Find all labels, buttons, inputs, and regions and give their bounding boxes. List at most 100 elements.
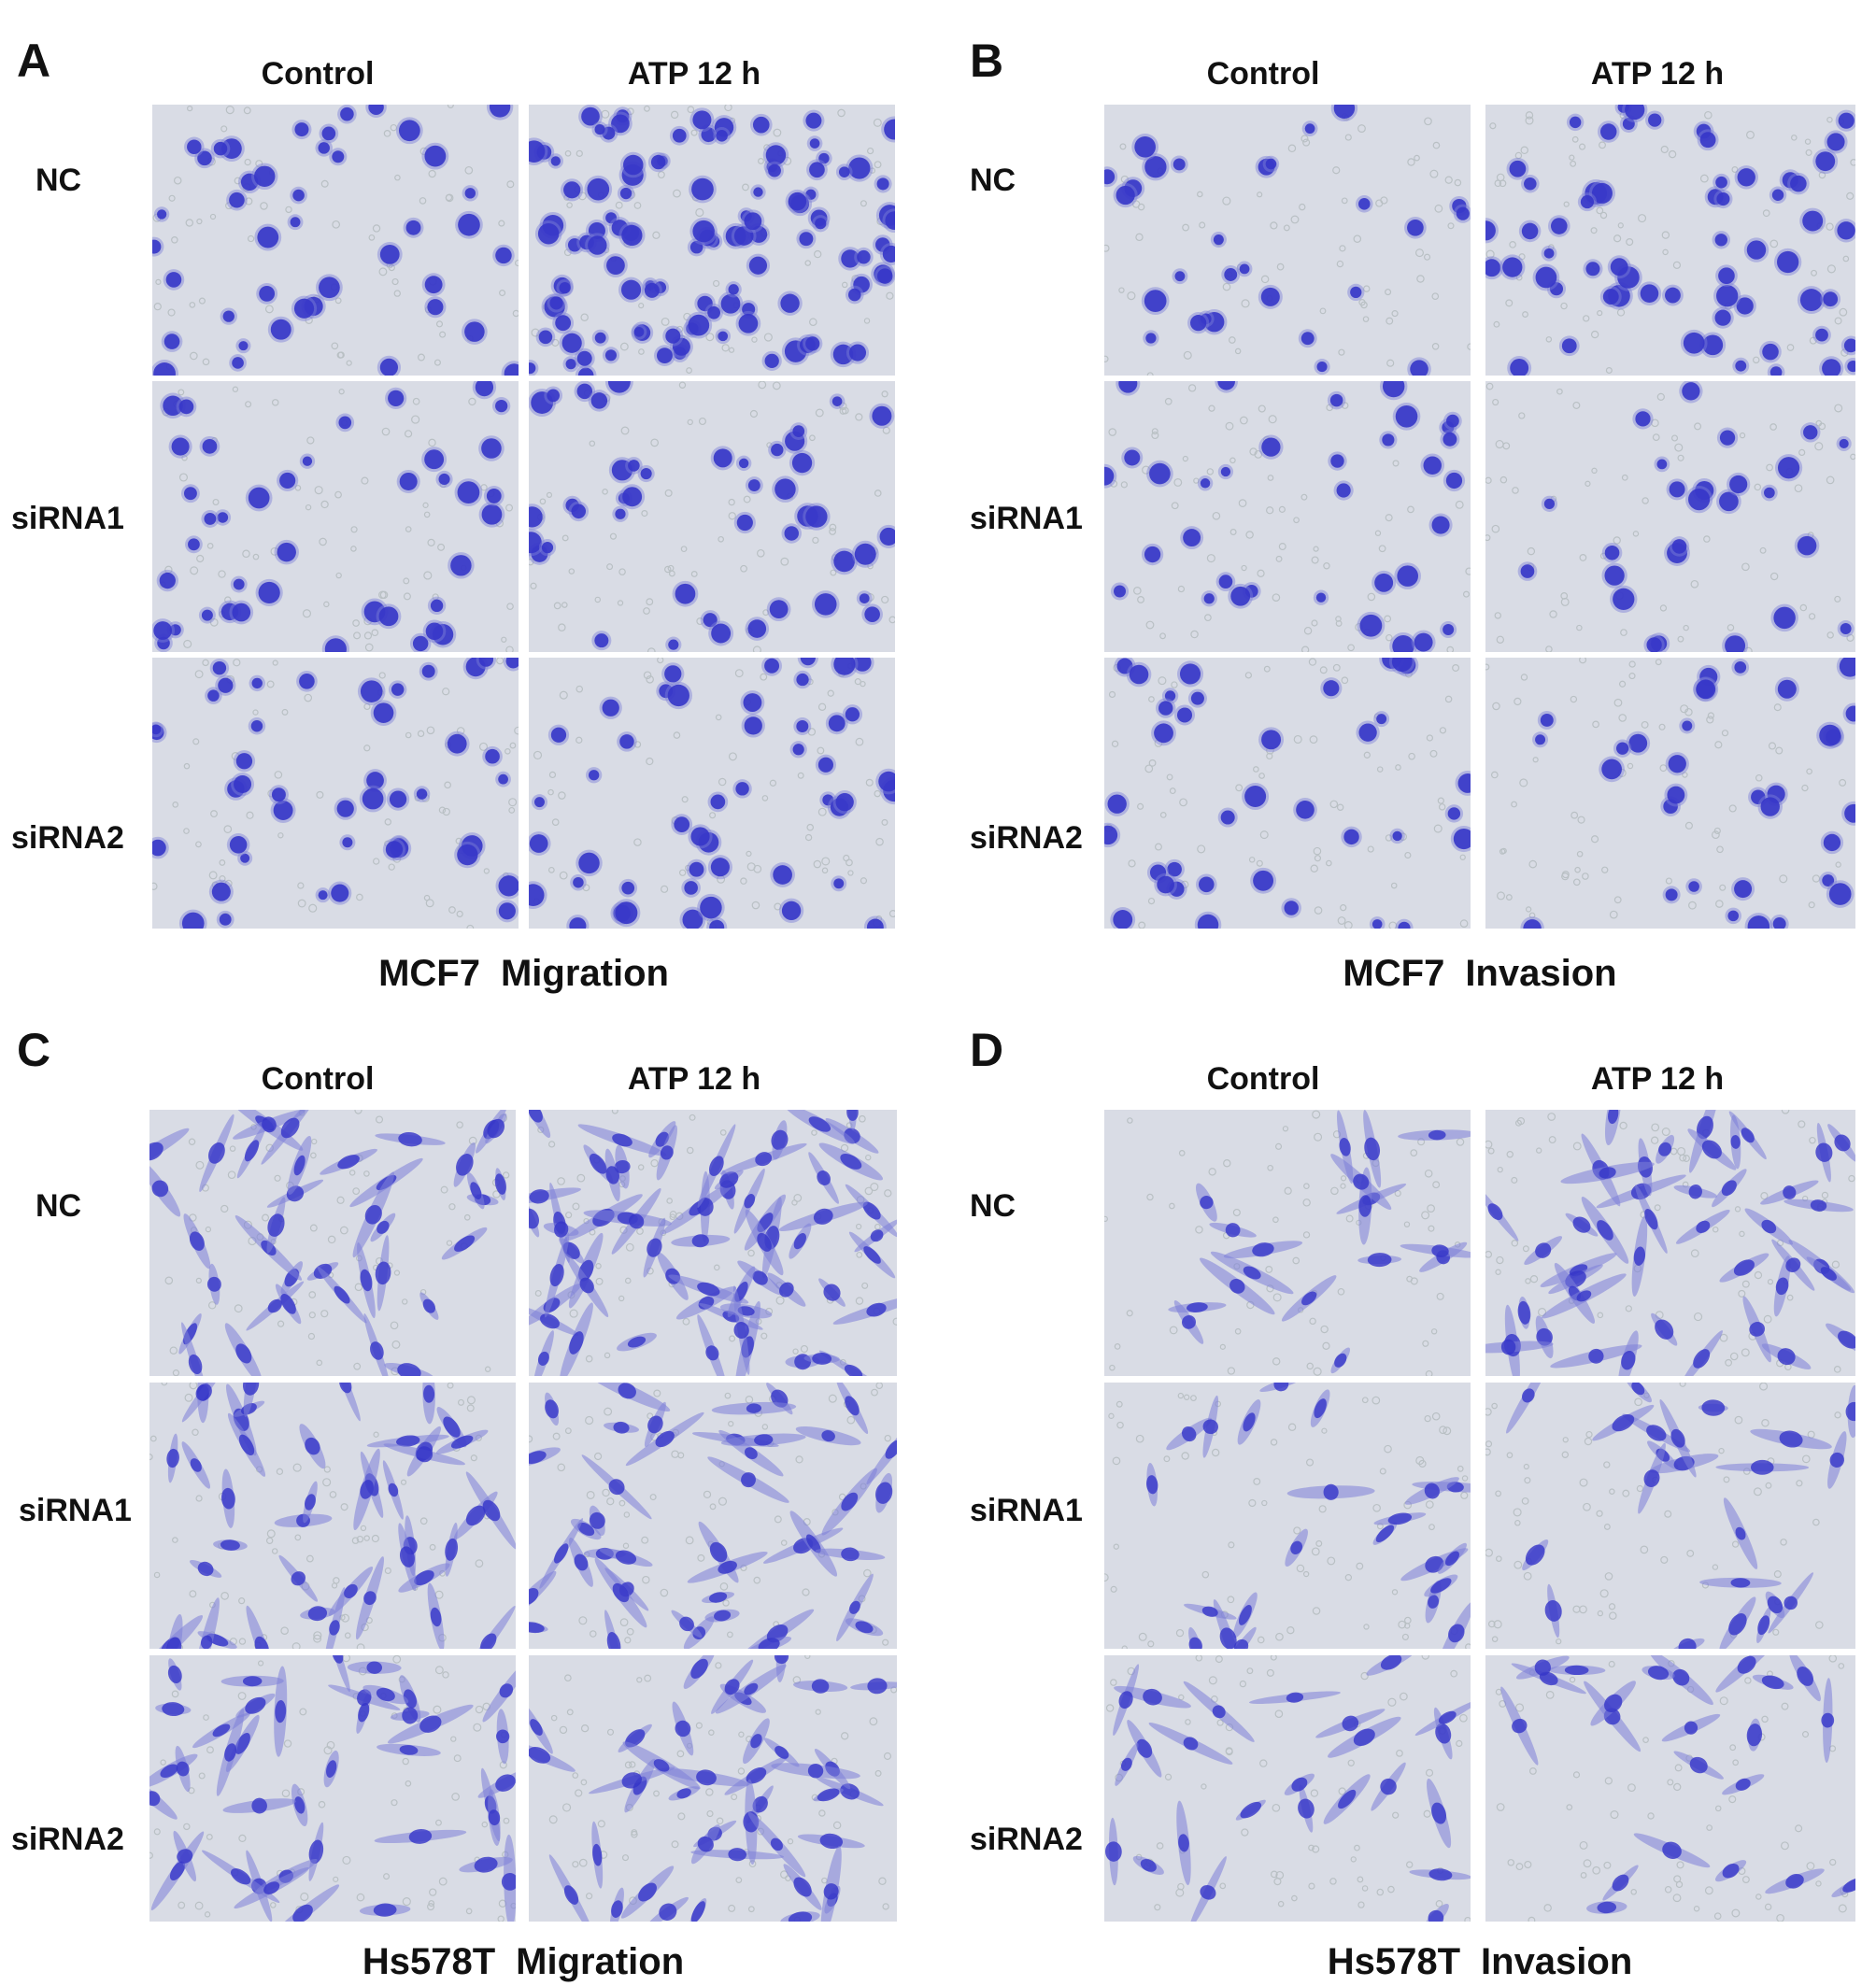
micrograph-sirna1-control	[1104, 381, 1471, 652]
row-label-sirna1: siRNA1	[970, 501, 1083, 536]
panel-caption: MCF7 Migration	[152, 955, 895, 992]
micrograph-nc-atp	[1485, 105, 1855, 376]
stained-cells	[1517, 381, 1855, 652]
micrograph-nc-control	[1104, 105, 1471, 376]
stained-cells	[529, 1655, 897, 1922]
panel-b: B Control ATP 12 h NC siRNA1 siRNA2 MCF7…	[942, 0, 1876, 993]
membrane-background	[1485, 381, 1855, 652]
membrane-pores	[1485, 658, 1847, 919]
membrane-background	[149, 1655, 516, 1922]
caption-cell-line: Hs578T	[1327, 1941, 1461, 1982]
row-label-nc: NC	[970, 163, 1016, 198]
stained-cells	[1105, 1655, 1471, 1922]
row-label-sirna1: siRNA1	[19, 1493, 132, 1528]
row-label-sirna2: siRNA2	[11, 820, 124, 856]
caption-assay: Migration	[500, 953, 669, 994]
membrane-tint	[1104, 105, 1471, 376]
micrograph-sirna1-control	[152, 381, 519, 652]
column-header-atp: ATP 12 h	[627, 56, 761, 92]
membrane-tint	[1485, 381, 1855, 652]
micrograph-sirna2-control	[1104, 1655, 1471, 1922]
stained-cells	[529, 105, 895, 376]
row-label-nc: NC	[36, 1188, 82, 1224]
membrane-pores	[1485, 1383, 1841, 1645]
micrograph-sirna2-atp	[1485, 658, 1855, 929]
stained-cells	[152, 105, 519, 376]
stained-cells	[1146, 1383, 1471, 1649]
stained-cells	[1500, 1655, 1855, 1914]
stained-cells	[1485, 1110, 1855, 1376]
stained-cells	[149, 1655, 516, 1922]
panel-letter: D	[970, 1024, 1004, 1076]
membrane-pores	[1495, 1655, 1849, 1922]
micrograph-sirna1-atp	[529, 1383, 897, 1649]
column-header-control: Control	[1206, 1061, 1320, 1097]
membrane-pores	[159, 386, 514, 652]
micrograph-sirna2-atp	[529, 1655, 897, 1922]
column-header-atp: ATP 12 h	[1590, 1061, 1725, 1097]
membrane-tint	[152, 105, 519, 376]
column-header-control: Control	[261, 1061, 375, 1097]
micrograph-nc-control	[1104, 1110, 1471, 1376]
caption-assay: Migration	[516, 1941, 685, 1982]
micrograph-nc-control	[152, 105, 519, 376]
micrograph-nc-atp	[1485, 1110, 1855, 1376]
stained-cells	[529, 1110, 897, 1376]
membrane-background	[1104, 105, 1471, 376]
micrograph-nc-atp	[529, 105, 895, 376]
membrane-tint	[149, 1655, 516, 1922]
row-label-sirna2: siRNA2	[11, 1822, 124, 1857]
column-header-atp: ATP 12 h	[627, 1061, 761, 1097]
row-label-sirna1: siRNA1	[970, 1493, 1083, 1528]
stained-cells	[1485, 105, 1855, 376]
stained-cells	[529, 658, 895, 929]
column-header-control: Control	[1206, 56, 1320, 92]
micrograph-sirna1-control	[149, 1383, 516, 1649]
stained-cells	[149, 1110, 507, 1376]
micrograph-sirna1-atp	[1485, 381, 1855, 652]
membrane-background	[152, 105, 519, 376]
row-label-nc: NC	[36, 163, 82, 198]
membrane-tint	[1485, 105, 1855, 376]
membrane-pores	[1104, 113, 1471, 376]
stained-cells	[1168, 1110, 1471, 1374]
micrograph-sirna2-atp	[529, 658, 895, 929]
membrane-pores	[1485, 110, 1855, 375]
micrograph-sirna2-control	[1104, 658, 1471, 929]
row-label-sirna2: siRNA2	[970, 820, 1083, 856]
membrane-background	[152, 658, 519, 929]
membrane-tint	[152, 658, 519, 929]
micrograph-sirna2-control	[149, 1655, 516, 1922]
membrane-pores	[1104, 1110, 1465, 1376]
panel-letter: A	[17, 35, 51, 87]
caption-cell-line: MCF7	[378, 953, 480, 994]
stained-cells	[529, 381, 895, 652]
panel-letter: C	[17, 1024, 51, 1076]
caption-assay: Invasion	[1481, 1941, 1633, 1982]
panel-a: A Control ATP 12 h NC siRNA1 siRNA2 MCF7…	[0, 0, 934, 993]
stained-cells	[1104, 381, 1466, 652]
micrograph-sirna1-control	[1104, 1383, 1471, 1649]
stained-cells	[152, 658, 519, 929]
caption-cell-line: Hs578T	[362, 1941, 496, 1982]
micrograph-sirna1-atp	[1485, 1383, 1855, 1649]
panel-d: D Control ATP 12 h NC siRNA1 siRNA2 Hs57…	[942, 993, 1876, 1986]
micrograph-sirna1-atp	[529, 381, 895, 652]
membrane-pores	[1485, 382, 1855, 652]
membrane-background	[1485, 105, 1855, 376]
stained-cells	[1104, 658, 1471, 929]
column-header-control: Control	[261, 56, 375, 92]
stained-cells	[1104, 105, 1471, 376]
row-label-nc: NC	[970, 1188, 1016, 1224]
micrograph-nc-atp	[529, 1110, 897, 1376]
caption-cell-line: MCF7	[1343, 953, 1445, 994]
panel-letter: B	[970, 35, 1004, 87]
row-label-sirna2: siRNA2	[970, 1822, 1083, 1857]
row-label-sirna1: siRNA1	[11, 501, 124, 536]
stained-cells	[152, 381, 511, 652]
panel-caption: MCF7 Invasion	[1104, 955, 1855, 992]
panel-caption: Hs578T Invasion	[1104, 1943, 1855, 1980]
panel-c: C Control ATP 12 h NC siRNA1 siRNA2 Hs57…	[0, 993, 934, 1986]
micrograph-sirna2-control	[152, 658, 519, 929]
membrane-pores	[1104, 1392, 1471, 1649]
